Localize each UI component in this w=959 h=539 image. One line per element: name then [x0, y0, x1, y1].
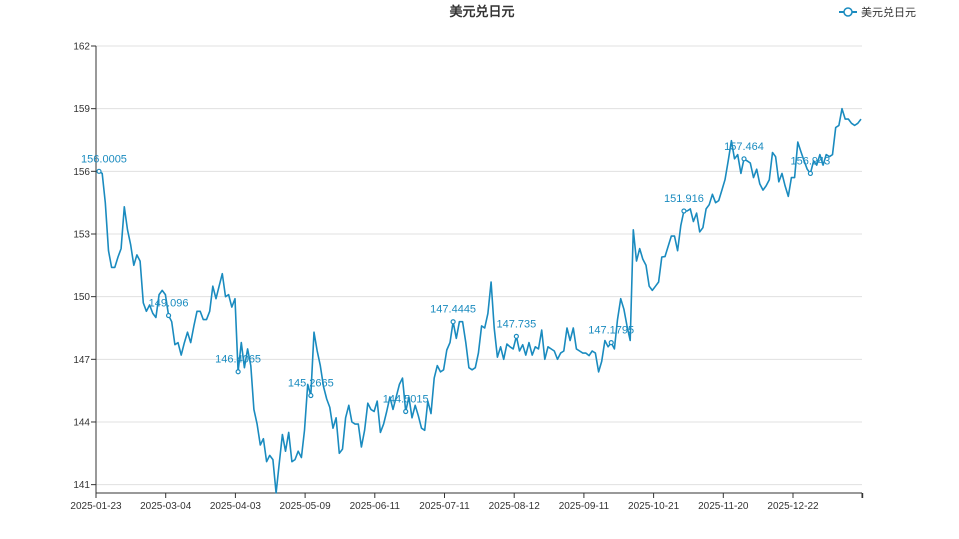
- data-point[interactable]: [403, 408, 409, 415]
- data-point[interactable]: [681, 208, 687, 214]
- data-label: 147.4445: [430, 304, 476, 316]
- x-tick-label: 2025-05-09: [280, 501, 332, 512]
- x-tick-label: 2025-07-11: [419, 501, 470, 512]
- data-label: 156.943: [791, 155, 831, 167]
- data-point[interactable]: [308, 392, 314, 399]
- grid: [96, 45, 862, 486]
- x-tick-label: 2025-01-23: [70, 501, 122, 512]
- data-point[interactable]: [96, 168, 102, 174]
- legend-circle-marker: [843, 7, 853, 17]
- y-tick-label: 156: [73, 167, 90, 178]
- y-tick-label: 153: [73, 229, 90, 240]
- y-axis: 141 144 147 150 153 156 159 162: [73, 42, 97, 493]
- data-point[interactable]: [608, 340, 614, 346]
- x-tick-label: 2025-04-03: [210, 501, 262, 512]
- data-label: 146.4065: [215, 354, 261, 366]
- y-tick-label: 144: [73, 417, 90, 428]
- data-label: 149.096: [149, 298, 189, 310]
- x-tick-label: 2025-08-12: [489, 501, 541, 512]
- data-point[interactable]: [741, 156, 747, 162]
- data-label: 145.2665: [288, 378, 334, 390]
- x-tick-label: 2025-06-11: [350, 501, 401, 512]
- data-label: 156.0005: [81, 153, 127, 165]
- x-tick-label: 2025-09-11: [559, 501, 610, 512]
- x-tick-label: 2025-03-04: [140, 501, 192, 512]
- data-label: 147.735: [496, 318, 536, 330]
- data-label: 144.5015: [383, 394, 429, 406]
- series-line: [98, 107, 862, 494]
- x-axis: 2025-01-23 2025-03-04 2025-04-03 2025-05-09…: [70, 492, 864, 512]
- y-tick-label: 159: [73, 104, 90, 115]
- chart-title: 美元兑日元: [449, 4, 514, 20]
- data-label: 151.916: [664, 193, 704, 205]
- data-label: 157.464: [724, 141, 764, 153]
- legend[interactable]: 美元兑日元: [839, 5, 916, 19]
- y-tick-label: 147: [73, 355, 90, 366]
- y-tick-label: 141: [73, 480, 90, 491]
- y-tick-label: 150: [73, 292, 90, 303]
- x-tick-label: 2025-12-22: [767, 501, 819, 512]
- data-point[interactable]: [807, 170, 814, 177]
- data-point[interactable]: [235, 369, 241, 375]
- x-tick-label: 2025-10-21: [628, 501, 680, 512]
- y-tick-label: 162: [73, 42, 90, 53]
- x-tick-label: 2025-11-20: [698, 501, 749, 512]
- data-point[interactable]: [513, 333, 519, 339]
- legend-label: 美元兑日元: [861, 5, 916, 19]
- series: [98, 107, 862, 494]
- data-labels: 156.0005 149.096 146.4065 145.2665 144.5015 1…: [81, 141, 831, 415]
- data-point[interactable]: [450, 319, 456, 325]
- data-point[interactable]: [165, 312, 172, 319]
- data-label: 147.1795: [588, 325, 634, 337]
